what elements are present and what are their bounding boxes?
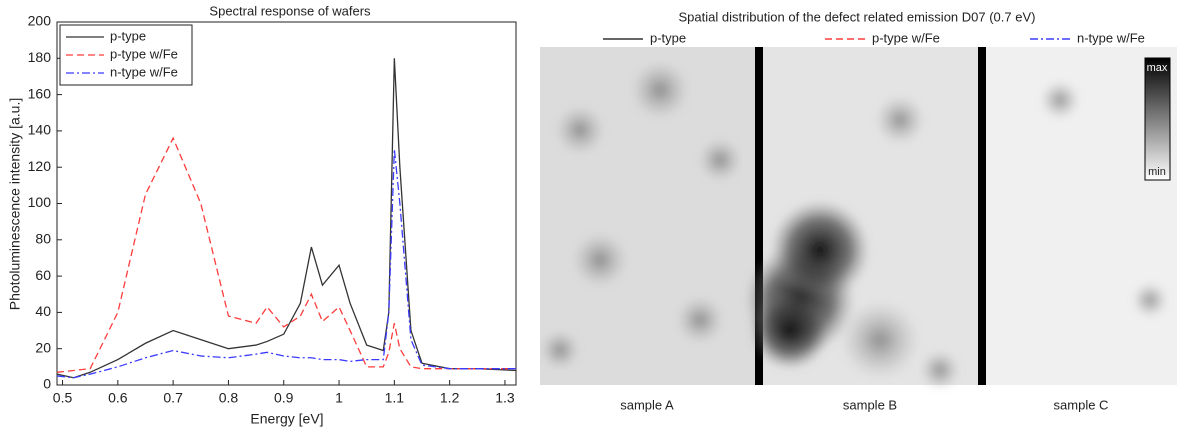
- legend-label: p-type: [650, 30, 686, 45]
- line-chart: Spectral response of wafers Energy [eV] …: [7, 3, 517, 427]
- line: [56, 136, 516, 373]
- colorbar: [1144, 57, 1171, 181]
- y-tick-label: 180: [28, 49, 52, 65]
- y-axis-label: Photoluminescence intensity [a.u.]: [7, 98, 23, 310]
- legend-label: p-type w/Fe: [872, 30, 940, 45]
- chart-title: Spectral response of wafers: [209, 3, 371, 18]
- x-tick-label: 0.7: [163, 390, 183, 406]
- x-tick-label: 1.1: [385, 390, 405, 406]
- x-tick-label: 0.5: [53, 390, 73, 406]
- x-tick-label: 0.8: [219, 390, 239, 406]
- panel-title: Spatial distribution of the defect relat…: [679, 9, 1036, 24]
- colorbar-max: max: [1147, 62, 1168, 74]
- separator: [755, 47, 763, 385]
- image-panel: Spatial distribution of the defect relat…: [540, 9, 1177, 412]
- y-tick-label: 0: [43, 376, 51, 392]
- y-tick-label: 120: [28, 158, 52, 174]
- legend-label: n-type w/Fe: [1077, 30, 1145, 45]
- y-tick-label: 60: [35, 267, 51, 283]
- sample-label: sample A: [620, 397, 674, 412]
- y-tick-label: 40: [35, 303, 51, 319]
- x-tick-label: 1.2: [440, 390, 460, 406]
- x-tick-label: 1: [335, 390, 343, 406]
- line: [56, 148, 516, 379]
- legend-label: p-type: [110, 28, 146, 43]
- line: [56, 58, 517, 379]
- y-tick-label: 160: [28, 85, 52, 101]
- y-tick-label: 20: [35, 339, 51, 355]
- sample-image: [540, 47, 755, 385]
- sample-label: sample C: [1054, 397, 1109, 412]
- x-tick-label: 0.9: [274, 390, 294, 406]
- y-tick-label: 140: [28, 122, 52, 138]
- sample-image: [745, 47, 978, 390]
- separator: [978, 47, 986, 385]
- y-tick-label: 200: [28, 13, 52, 29]
- sample-label: sample B: [843, 397, 897, 412]
- x-tick-label: 0.6: [108, 390, 128, 406]
- y-tick-label: 100: [28, 194, 52, 210]
- x-tick-label: 1.3: [495, 390, 515, 406]
- legend-label: n-type w/Fe: [110, 64, 178, 79]
- legend-label: p-type w/Fe: [110, 46, 178, 61]
- x-axis-label: Energy [eV]: [250, 411, 323, 427]
- colorbar-min: min: [1148, 166, 1166, 178]
- y-tick-label: 80: [35, 231, 51, 247]
